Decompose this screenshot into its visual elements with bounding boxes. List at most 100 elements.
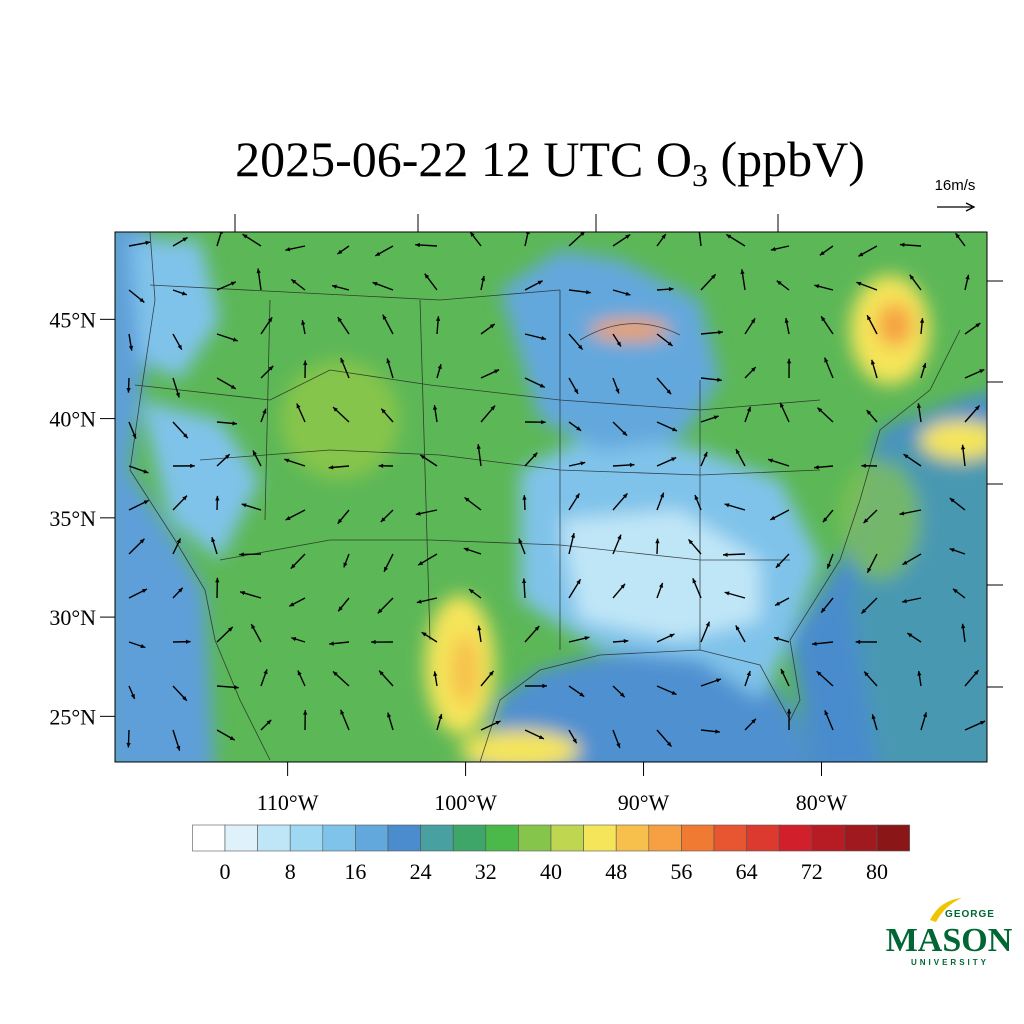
wind-head [285,247,291,252]
wind-arrow [744,718,757,731]
wind-head [143,469,149,474]
wind-head [126,742,131,748]
wind-arrow [700,729,720,734]
wind-head [919,318,925,323]
wind-arrow [371,639,394,645]
wind-head [378,463,384,468]
wind-arrow [172,421,189,439]
wind-head [585,290,591,295]
wind-arrow [612,583,626,599]
wind-arrow [700,678,722,687]
wind-head [437,364,442,370]
colorbar-box [713,824,747,852]
colorbar: 0 8 16 24 32 40 48 56 64 72 80 [192,824,910,884]
wind-arrow [417,553,438,566]
wind-arrow [744,366,757,379]
wind-arrow [612,462,635,468]
wind-head [211,537,216,543]
wind-head [570,533,576,539]
wind-arrow [814,284,834,291]
wind-arrow [424,273,438,291]
wind-arrow [871,714,878,731]
wind-arrow [128,240,151,247]
wind-head [735,449,740,455]
wind-head [240,591,246,596]
colorbar-box [681,824,715,852]
wind-head [584,636,590,641]
frame-ticks [234,214,1003,688]
wind-arrow [700,621,711,643]
wind-arrow [172,463,195,469]
wind-head [291,637,297,642]
title-text: 2025-06-22 12 UTC O [235,131,692,187]
wind-arrow [700,415,719,423]
wind-arrow [964,405,981,423]
wind-head [723,552,728,557]
wind-head [619,692,625,698]
wind-arrow [856,281,878,291]
wind-head [438,714,443,719]
wind-head [435,316,441,321]
wind-arrow [568,729,578,744]
wind-arrow [656,377,672,395]
wind-arrow [612,333,622,347]
colorbar-box [224,824,258,852]
wind-arrow [612,685,626,698]
wind-arrow [773,636,790,643]
wind-arrow [786,358,792,379]
wind-head [433,671,438,677]
wind-head [903,454,909,459]
wind-arrow [128,685,136,700]
colorbar-box [485,824,519,852]
lat-label: 30°N [49,605,96,630]
wind-arrow [656,421,678,432]
wind-head [780,402,784,408]
wind-arrow [866,553,878,574]
wind-head [176,538,181,544]
wind-arrow [521,578,527,599]
wind-arrow [387,712,394,731]
axes: 45°N 40°N 35°N 30°N 25°N 110°W 100°W 90°W 80°W [49,307,847,815]
wind-head [922,363,927,368]
wind-arrow [239,591,262,599]
wind-arrow [480,323,496,335]
wind-head [263,669,268,675]
wind-arrow [612,729,621,749]
wind-arrow [700,273,717,291]
wind-head [415,511,421,516]
wind-arrow [700,330,723,335]
wind-head [541,336,547,341]
wind-arrow [284,458,306,467]
colorbar-label: 40 [540,859,562,884]
wind-head [415,242,420,248]
wind-arrow [916,403,922,423]
wind-head [291,279,297,284]
wind-arrow [524,683,547,689]
wind-arrow [288,597,306,607]
wind-arrow [216,729,236,741]
wind-head [622,493,628,499]
wind-arrow [786,708,792,731]
wind-arrow [337,316,350,335]
wind-head [538,735,544,739]
wind-head [382,314,387,320]
wind-arrow [337,509,350,525]
wind-arrow [285,245,306,252]
wind-arrow [383,553,394,573]
colorbar-box [518,824,552,852]
wind-arrow [463,547,482,555]
wind-arrow [172,495,188,511]
wind-head [182,237,188,242]
wind-head [780,668,785,674]
wind-head [902,560,908,565]
wind-arrow [816,670,834,687]
wind-head [470,232,475,237]
wind-arrow [656,333,673,347]
wind-arrow [128,499,149,511]
wind-arrow [656,286,674,292]
wind-head [666,389,672,395]
wind-head [659,582,664,588]
wind-head [215,577,220,583]
wind-head [858,252,864,257]
wind-shaft [216,232,223,247]
